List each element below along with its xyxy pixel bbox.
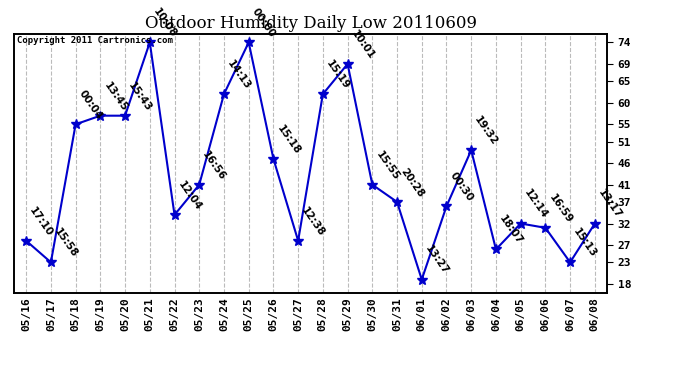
Text: 18:07: 18:07 bbox=[497, 214, 524, 247]
Text: 10:08: 10:08 bbox=[151, 7, 179, 40]
Text: 16:59: 16:59 bbox=[546, 192, 574, 225]
Text: 13:45: 13:45 bbox=[101, 80, 129, 113]
Text: 15:55: 15:55 bbox=[374, 149, 401, 182]
Text: 16:56: 16:56 bbox=[201, 149, 228, 182]
Text: 00:30: 00:30 bbox=[448, 171, 475, 204]
Text: 13:17: 13:17 bbox=[596, 188, 624, 221]
Text: 19:32: 19:32 bbox=[473, 115, 500, 147]
Text: 15:19: 15:19 bbox=[324, 58, 351, 92]
Title: Outdoor Humidity Daily Low 20110609: Outdoor Humidity Daily Low 20110609 bbox=[144, 15, 477, 32]
Text: 00:00: 00:00 bbox=[250, 7, 277, 40]
Text: 00:04: 00:04 bbox=[77, 88, 104, 122]
Text: 14:13: 14:13 bbox=[226, 58, 253, 92]
Text: 17:10: 17:10 bbox=[28, 205, 55, 238]
Text: Copyright 2011 Cartronics.com: Copyright 2011 Cartronics.com bbox=[17, 36, 172, 45]
Text: 15:43: 15:43 bbox=[126, 80, 154, 113]
Text: 12:38: 12:38 bbox=[299, 205, 327, 238]
Text: 12:14: 12:14 bbox=[522, 188, 549, 221]
Text: 10:01: 10:01 bbox=[349, 28, 376, 61]
Text: 15:13: 15:13 bbox=[571, 226, 599, 260]
Text: 15:58: 15:58 bbox=[52, 226, 79, 260]
Text: 15:18: 15:18 bbox=[275, 123, 302, 156]
Text: 12:04: 12:04 bbox=[176, 179, 203, 212]
Text: 20:28: 20:28 bbox=[398, 166, 426, 199]
Text: 13:27: 13:27 bbox=[423, 244, 451, 277]
